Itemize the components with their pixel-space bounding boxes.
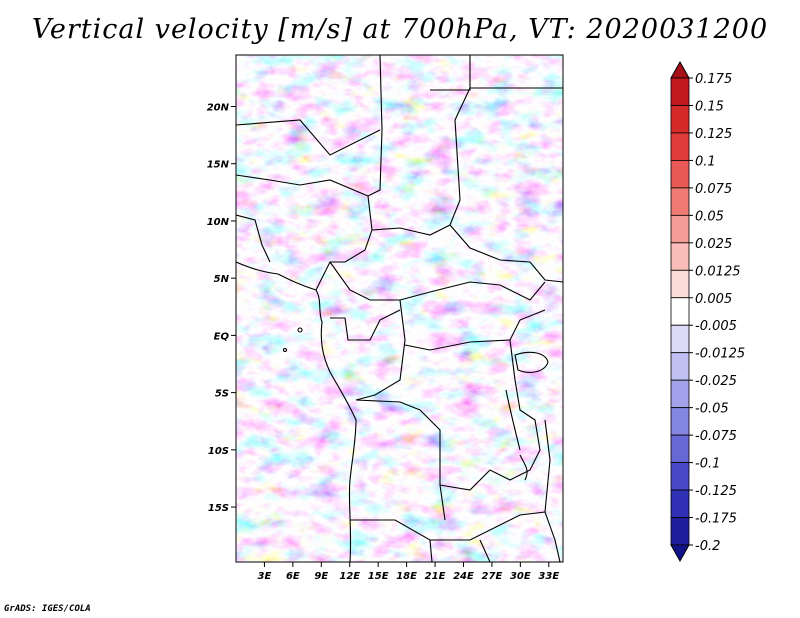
colorbar-swatch: [670, 352, 690, 381]
lon-tick-label: 21E: [425, 571, 446, 582]
lon-tick-label: 15E: [368, 571, 389, 582]
colorbar-swatch: [670, 132, 690, 161]
colorbar: 0.175 0.15 0.125 0.1 0.075 0.05 0.025 0.0125 0.0…: [670, 60, 745, 563]
latitude-axis: 20N 15N 10N 5N EQ 5S 10S 15S: [207, 103, 236, 514]
colorbar-swatch: [670, 462, 690, 491]
colorbar-top-arrow: [670, 60, 690, 79]
colorbar-label: -0.2: [695, 539, 720, 554]
colorbar-swatch: [670, 379, 690, 409]
colorbar-label: 0.175: [695, 72, 732, 87]
lat-tick-label: 15N: [207, 160, 230, 171]
colorbar-swatch: [670, 297, 690, 326]
colorbar-swatch: [670, 242, 690, 271]
colorbar-swatch: [670, 407, 690, 436]
colorbar-label: -0.075: [695, 429, 737, 444]
colorbar-label: -0.175: [695, 512, 737, 527]
lat-tick-label: 10N: [207, 217, 230, 228]
lon-tick-label: 27E: [482, 571, 503, 582]
colorbar-label: -0.0125: [695, 347, 745, 362]
colorbar-label: -0.05: [695, 402, 729, 417]
colorbar-swatch: [670, 434, 690, 463]
lon-tick-label: 18E: [396, 571, 417, 582]
colorbar-label: 0.005: [695, 292, 732, 307]
colorbar-label: 0.05: [695, 209, 724, 224]
lat-tick-label: 5N: [214, 274, 230, 285]
lat-tick-label: 5S: [215, 389, 229, 400]
colorbar-swatch: [670, 160, 690, 189]
colorbar-label: 0.125: [695, 127, 732, 142]
colorbar-swatch: [670, 77, 690, 106]
map-frame: [235, 54, 564, 563]
vertical-velocity-field: [236, 55, 563, 562]
colorbar-label: 0.0125: [695, 264, 741, 279]
country-borders: [236, 55, 563, 562]
colorbar-swatch: [670, 214, 690, 244]
chart-title: Vertical velocity [m/s] at 700hPa, VT: 2…: [31, 14, 769, 45]
colorbar-label: -0.125: [695, 484, 737, 499]
colorbar-swatch: [670, 105, 690, 134]
colorbar-label: 0.15: [695, 99, 724, 114]
lat-tick-label: 15S: [208, 503, 229, 514]
lon-tick-label: 30E: [510, 571, 531, 582]
colorbar-label: -0.1: [695, 457, 720, 472]
colorbar-swatch: [670, 187, 690, 216]
lon-tick-label: 3E: [258, 571, 272, 582]
colorbar-label: 0.1: [695, 154, 716, 169]
colorbar-label: -0.025: [695, 374, 737, 389]
colorbar-swatch: [670, 324, 690, 354]
lat-tick-label: 10S: [208, 446, 229, 457]
colorbar-label: 0.075: [695, 182, 732, 197]
lat-tick-label: 20N: [207, 103, 230, 114]
lat-tick-label: EQ: [214, 331, 230, 342]
lon-tick-label: 6E: [286, 571, 300, 582]
colorbar-swatch: [670, 517, 690, 546]
colorbar-label: 0.025: [695, 237, 732, 252]
lon-tick-label: 9E: [314, 571, 328, 582]
colorbar-label: -0.005: [695, 319, 737, 334]
colorbar-swatch: [670, 269, 690, 299]
lon-tick-label: 12E: [339, 571, 360, 582]
colorbar-swatch: [670, 489, 690, 518]
map-area: [235, 54, 564, 563]
longitude-axis: 3E 6E 9E 12E 15E 18E 21E 24E 27E 30E 33E: [258, 562, 559, 582]
lon-tick-label: 33E: [538, 571, 559, 582]
lon-tick-label: 24E: [453, 571, 474, 582]
credit-label: GrADS: IGES/COLA: [4, 604, 91, 614]
colorbar-bottom-arrow: [670, 544, 690, 563]
